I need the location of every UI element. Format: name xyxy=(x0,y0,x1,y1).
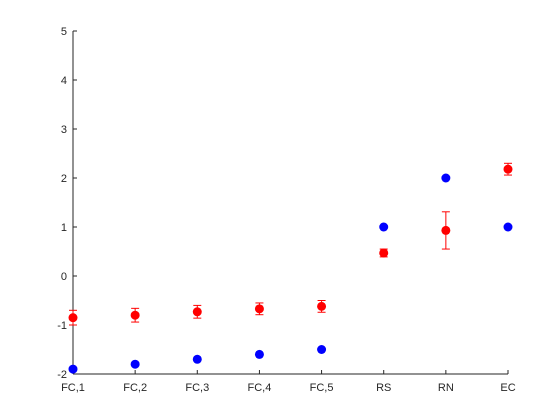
x-tick-label: FC,3 xyxy=(185,382,209,394)
y-tick-label: 3 xyxy=(61,124,67,136)
y-tick-label: 5 xyxy=(61,26,67,38)
y-tick-label: 1 xyxy=(61,222,67,234)
x-tick-label: RS xyxy=(376,382,391,394)
series-1 xyxy=(68,173,513,374)
series-2 xyxy=(68,162,513,326)
y-tick-label: 0 xyxy=(61,271,67,283)
y-tick-label: 2 xyxy=(61,173,67,185)
data-point xyxy=(503,164,513,174)
data-point xyxy=(379,248,389,258)
y-tick-label: -1 xyxy=(57,320,67,332)
data-point xyxy=(254,349,264,359)
data-point xyxy=(68,364,78,374)
x-tick-label: FC,1 xyxy=(61,382,85,394)
data-point xyxy=(317,345,327,354)
data-point xyxy=(192,307,202,317)
data-point xyxy=(68,313,78,323)
data-point xyxy=(192,354,202,364)
x-tick-label: FC,4 xyxy=(248,382,272,394)
y-tick-label: -2 xyxy=(57,369,67,381)
data-point xyxy=(441,225,451,235)
y-tick-label: 4 xyxy=(61,75,67,87)
y-ticks: -2 -1 0 1 2 3 4 5 xyxy=(57,26,77,381)
x-tick-label: EC xyxy=(500,382,515,394)
data-point xyxy=(317,301,327,311)
data-point xyxy=(503,222,513,232)
x-tick-label: FC,5 xyxy=(310,382,334,394)
x-tick-label: FC,2 xyxy=(123,382,147,394)
data-point xyxy=(130,310,140,320)
data-point xyxy=(130,359,140,369)
data-point xyxy=(441,173,451,183)
x-tick-label: RN xyxy=(438,382,454,394)
data-point xyxy=(254,304,264,314)
data-series xyxy=(68,162,513,374)
data-point xyxy=(379,222,389,232)
x-ticks: FC,1 FC,2 FC,3 FC,4 FC,5 RS RN EC xyxy=(61,370,516,394)
